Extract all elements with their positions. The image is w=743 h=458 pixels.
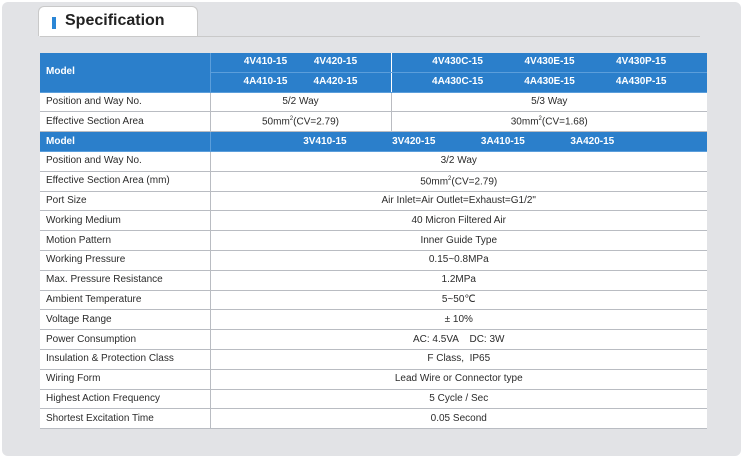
table-row: Effective Section Area (mm) 50mm2(CV=2.7… — [40, 171, 707, 192]
model-codes: 3V410-15 3V420-15 3A410-15 3A420-15 — [210, 131, 707, 152]
accent-bar-icon — [52, 17, 56, 29]
row-label: Ambient Temperature — [40, 290, 211, 311]
row-value: 0.15~0.8MPa — [210, 250, 707, 271]
row-label: Port Size — [40, 191, 211, 212]
row-value: Lead Wire or Connector type — [210, 369, 707, 390]
row-value: Air Inlet=Air Outlet=Exhaust=G1/2" — [210, 191, 707, 212]
page-title: Specification — [65, 12, 165, 29]
row-value: 30mm2(CV=1.68) — [391, 111, 707, 133]
model-code: 4A430C-15 — [432, 76, 484, 88]
row-value: F Class, IP65 — [210, 349, 707, 370]
table-row: Motion Pattern Inner Guide Type — [40, 230, 707, 251]
row-value: AC: 4.5VA DC: 3W — [210, 329, 707, 350]
row-label: Working Medium — [40, 210, 211, 232]
row-label: Position and Way No. — [40, 92, 211, 113]
table-row: Wiring Form Lead Wire or Connector type — [40, 369, 707, 390]
spec-tab: Specification — [38, 6, 198, 36]
model-code: 4A430E-15 — [524, 76, 575, 88]
table-row: Max. Pressure Resistance 1.2MPa — [40, 270, 707, 291]
row-label: Motion Pattern — [40, 230, 211, 251]
table-row: Position and Way No. 5/2 Way 5/3 Way — [40, 92, 707, 113]
table-row: Ambient Temperature 5~50℃ — [40, 290, 707, 311]
table-row: Highest Action Frequency 5 Cycle / Sec — [40, 389, 707, 410]
row-value: 5 Cycle / Sec — [210, 389, 707, 410]
model-header-row: 4A410-15 4A420-15 4A430C-15 4A430E-15 4A… — [40, 72, 707, 93]
row-label: Voltage Range — [40, 309, 211, 331]
row-label: Wiring Form — [40, 369, 211, 390]
row-value: 50mm2(CV=2.79) — [210, 171, 707, 192]
table-row: Working Medium 40 Micron Filtered Air — [40, 210, 707, 232]
model-code: 4A410-15 — [243, 76, 288, 88]
model-code: 4V430E-15 — [524, 56, 575, 68]
row-value: 1.2MPa — [210, 270, 707, 291]
model-code: 4A420-15 — [313, 76, 358, 88]
model-label: Model — [40, 53, 211, 93]
row-label: Max. Pressure Resistance — [40, 270, 211, 291]
table-row: Position and Way No. 3/2 Way — [40, 151, 707, 172]
table-row: Insulation & Protection Class F Class, I… — [40, 349, 707, 370]
model-code: 4V420-15 — [313, 56, 358, 68]
model-code: 3A410-15 — [480, 135, 525, 147]
model-code: 3A420-15 — [570, 135, 615, 147]
row-value: Inner Guide Type — [210, 230, 707, 251]
model-code: 3V420-15 — [392, 135, 436, 147]
table-row: Shortest Excitation Time 0.05 Second — [40, 408, 707, 430]
row-value: 40 Micron Filtered Air — [210, 210, 707, 232]
table-row: Voltage Range ± 10% — [40, 309, 707, 331]
tab-divider — [40, 36, 700, 37]
row-label: Position and Way No. — [40, 151, 211, 172]
model-label: Model — [40, 131, 211, 152]
model-header-row: Model 3V410-15 3V420-15 3A410-15 3A420-1… — [40, 131, 707, 152]
model-code: 4V410-15 — [243, 56, 288, 68]
row-value: 5/3 Way — [391, 92, 707, 113]
model-group-b-row1: 4V430C-15 4V430E-15 4V430P-15 — [391, 53, 707, 73]
model-header-row: Model 4V410-15 4V420-15 4V430C-15 4V430E… — [40, 53, 707, 93]
row-value: 5~50℃ — [210, 290, 707, 311]
model-code: 4A430P-15 — [615, 76, 667, 88]
spec-table: Model 4V410-15 4V420-15 4V430C-15 4V430E… — [40, 53, 707, 430]
table-row: Power Consumption AC: 4.5VA DC: 3W — [40, 329, 707, 350]
row-label: Insulation & Protection Class — [40, 349, 211, 370]
row-value: 3/2 Way — [210, 151, 707, 172]
row-label: Highest Action Frequency — [40, 389, 211, 410]
model-code: 4V430P-15 — [616, 56, 667, 68]
table-row: Effective Section Area 50mm2(CV=2.79) 30… — [40, 111, 707, 133]
row-value: 5/2 Way — [210, 92, 392, 113]
row-value: 0.05 Second — [210, 408, 707, 430]
table-row: Working Pressure 0.15~0.8MPa — [40, 250, 707, 271]
table-row: Port Size Air Inlet=Air Outlet=Exhaust=G… — [40, 191, 707, 212]
row-label: Working Pressure — [40, 250, 211, 271]
model-code: 4V430C-15 — [432, 56, 483, 68]
row-label: Shortest Excitation Time — [40, 408, 211, 430]
model-code: 3V410-15 — [303, 135, 347, 147]
model-group-a-row1: 4V410-15 4V420-15 — [210, 53, 392, 73]
row-value: 50mm2(CV=2.79) — [210, 111, 392, 133]
row-label: Effective Section Area — [40, 111, 211, 133]
row-value: ± 10% — [210, 309, 707, 331]
row-label: Power Consumption — [40, 329, 211, 350]
model-group-b-row2: 4A430C-15 4A430E-15 4A430P-15 — [391, 72, 707, 93]
model-group-a-row2: 4A410-15 4A420-15 — [210, 72, 392, 93]
row-label: Effective Section Area (mm) — [40, 171, 211, 192]
